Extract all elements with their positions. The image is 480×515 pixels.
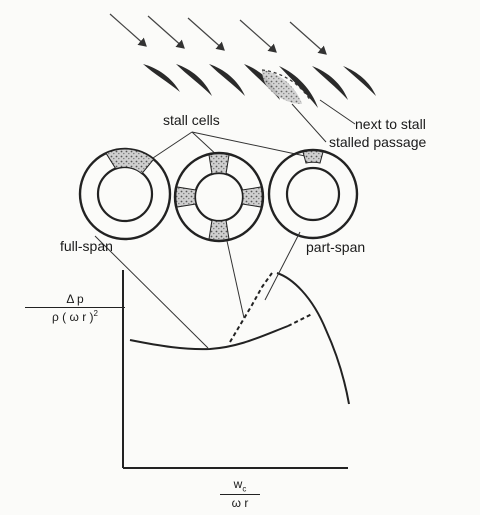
stall-cell-part-span	[302, 150, 324, 164]
stall-cell	[208, 153, 230, 175]
blade	[176, 64, 212, 96]
blade	[244, 64, 280, 100]
stall-cell-full-span	[105, 148, 155, 175]
blade	[209, 64, 245, 96]
stall-cell	[208, 219, 230, 241]
x-axis-label: wc ω r	[220, 477, 260, 510]
stall-cell	[241, 186, 263, 208]
label-stall-cells: stall cells	[163, 112, 220, 128]
flow-arrow	[239, 19, 277, 53]
annulus-full-span	[78, 147, 172, 241]
label-part-span: part-span	[306, 239, 366, 255]
blade	[312, 66, 348, 100]
connector-lines	[94, 231, 301, 349]
characteristic-curve-transition-dashed	[229, 272, 273, 343]
x-axis-numerator: wc	[220, 477, 260, 496]
characteristic-curve-upper	[276, 272, 350, 405]
plot-axes	[122, 270, 348, 469]
label-full-span: full-span	[60, 238, 113, 254]
blade	[343, 66, 376, 96]
flow-arrow	[147, 15, 185, 49]
stall-cell	[175, 186, 197, 208]
stalled-passage-region	[262, 70, 302, 104]
characteristic-curve-lower-dashed	[287, 313, 313, 327]
y-axis-label: Δ p ρ ( ω r )2	[25, 292, 125, 324]
annulus-multi-cell	[173, 151, 265, 243]
flow-arrow	[289, 21, 327, 55]
label-stalled-passage: stalled passage	[329, 134, 427, 150]
x-axis-denominator: ω r	[231, 496, 249, 511]
blade	[143, 64, 180, 92]
flow-arrows	[109, 13, 327, 55]
label-next-to-stall: next to stall	[355, 116, 426, 132]
flow-arrow	[109, 13, 147, 47]
characteristic-curve-lower	[129, 325, 289, 351]
y-axis-denominator: ρ ( ω r )2	[52, 309, 98, 324]
cascade-leader-lines	[291, 99, 356, 143]
y-axis-numerator: Δ p	[25, 292, 125, 308]
flow-arrow	[187, 17, 225, 51]
annulus-part-span	[267, 148, 359, 240]
blade-cascade	[143, 64, 376, 108]
